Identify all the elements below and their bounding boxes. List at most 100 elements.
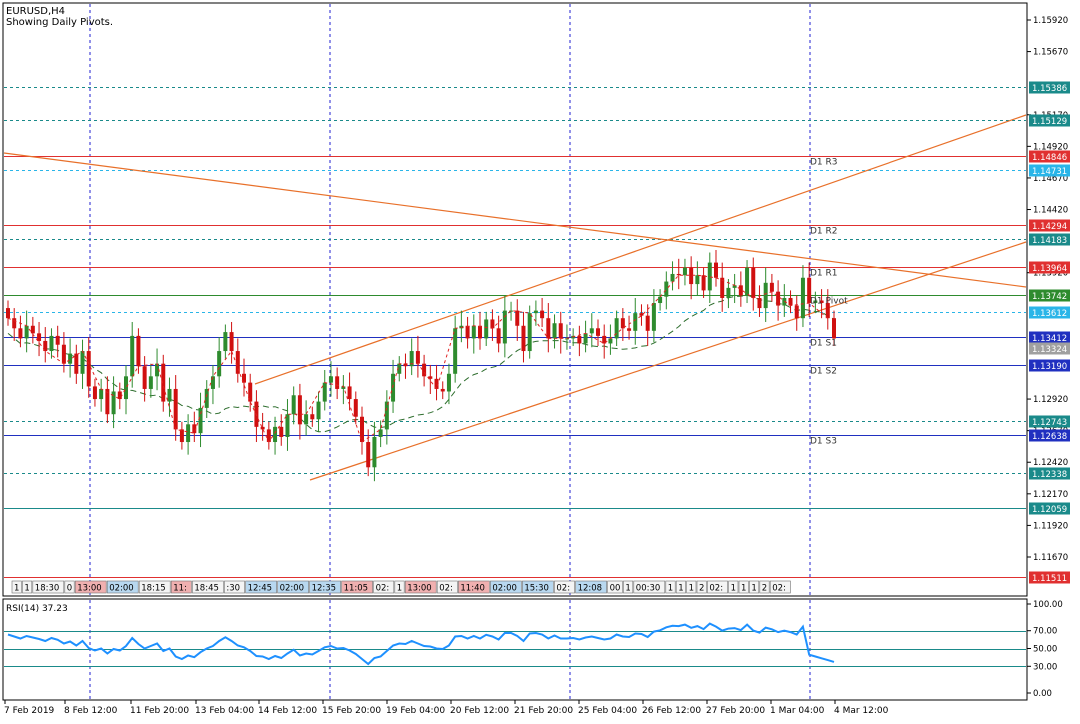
candle-body xyxy=(726,287,731,298)
price-tag-bg xyxy=(1029,289,1070,302)
candle-body xyxy=(6,308,10,319)
time-strip-cell xyxy=(309,580,341,594)
candle-body xyxy=(807,277,812,304)
time-tick-label: 14 Feb 12:00 xyxy=(258,706,317,716)
price-tag-bg xyxy=(1029,261,1070,274)
candle-body xyxy=(589,328,594,334)
rsi-tick-label: 100.00 xyxy=(1033,600,1063,610)
candle-body xyxy=(173,388,178,430)
candle-body xyxy=(832,318,836,339)
candle-body xyxy=(446,373,451,392)
candle-body xyxy=(142,366,147,389)
candle-body xyxy=(658,296,663,304)
candle-body xyxy=(720,277,725,298)
candle-body xyxy=(49,335,54,352)
candle-body xyxy=(403,363,408,367)
candle-body xyxy=(776,291,781,306)
candle-body xyxy=(602,335,607,344)
time-strip-label: 1 xyxy=(668,584,673,594)
candle-body xyxy=(111,391,116,415)
price-tag-bg xyxy=(1029,331,1070,344)
price-tag-bg xyxy=(1029,502,1070,515)
candle-body xyxy=(639,313,644,316)
level-label: D1 S1 xyxy=(810,339,837,349)
candle-body xyxy=(515,310,520,326)
candle-body xyxy=(372,436,377,468)
price-tag-label: 1.15129 xyxy=(1032,117,1067,127)
chart-header: EURUSD,H4 Showing Daily Pivots. xyxy=(6,6,113,28)
candle-body xyxy=(546,318,551,339)
level-label: D1 R3 xyxy=(810,158,838,168)
candle-body xyxy=(86,351,91,387)
time-strip-cell xyxy=(64,580,75,594)
chart-symbol: EURUSD,H4 xyxy=(6,6,65,17)
time-strip-cell xyxy=(769,580,791,594)
candle-body xyxy=(434,378,439,389)
candle-body xyxy=(620,318,625,329)
time-strip-cell xyxy=(436,580,458,594)
ma-layer xyxy=(7,294,835,433)
rsi-tick-label: 30.00 xyxy=(1033,662,1057,672)
candle-body xyxy=(198,407,203,434)
candle-body xyxy=(360,416,364,443)
time-tick-label: 11 Feb 20:00 xyxy=(130,706,189,716)
time-tick-label: 20 Feb 12:00 xyxy=(450,706,509,716)
candle-body xyxy=(92,386,97,400)
candle-body xyxy=(676,273,681,276)
price-tick-label: 1.15920 xyxy=(1033,16,1068,26)
time-strip-cell xyxy=(138,580,171,594)
time-strip-label: 11:05 xyxy=(344,584,369,594)
time-strip-label: 02:00 xyxy=(109,584,134,594)
candle-body xyxy=(577,335,582,344)
candle-body xyxy=(279,426,284,437)
rsi-tick-label: 0.00 xyxy=(1033,689,1052,699)
time-strip-label: 02: xyxy=(439,584,453,594)
candle-body xyxy=(186,424,191,443)
candle-body xyxy=(540,310,545,319)
time-strip-cell xyxy=(32,580,65,594)
candle-body xyxy=(682,267,687,276)
candle-body xyxy=(738,285,743,296)
price-tag-bg xyxy=(1029,415,1070,428)
candle-body xyxy=(192,424,197,434)
trendline-descending xyxy=(3,152,1027,288)
candle-body xyxy=(825,303,830,319)
time-tick-label: 25 Feb 04:00 xyxy=(578,706,637,716)
time-strip-cell xyxy=(633,580,666,594)
time-strip-cell xyxy=(738,580,749,594)
candle-body xyxy=(453,328,458,374)
price-tick-label: 1.13920 xyxy=(1033,269,1068,279)
price-tag-label: 1.13612 xyxy=(1032,309,1067,319)
candle-body xyxy=(266,429,271,443)
time-strip-cell xyxy=(224,580,245,594)
candle-body xyxy=(751,267,756,298)
axis-layer: 1.159201.156701.151701.149201.146701.144… xyxy=(4,16,1068,716)
candle-body xyxy=(484,319,489,339)
time-strip-label: 1 xyxy=(397,584,402,594)
time-strip-label: 15:30 xyxy=(524,584,549,594)
time-strip-cell xyxy=(607,580,623,594)
candle-body xyxy=(509,310,514,312)
time-strip-label: 2 xyxy=(699,584,704,594)
candle-body xyxy=(384,401,389,430)
price-tag-label: 1.12059 xyxy=(1032,505,1067,515)
time-strip-label: 02: xyxy=(556,584,570,594)
time-strip-label: 18:15 xyxy=(141,584,166,594)
time-strip-label: 13:00 xyxy=(77,584,102,594)
time-strip-cell xyxy=(575,580,607,594)
candle-body xyxy=(564,338,569,340)
candle-body xyxy=(310,414,315,420)
candle-body xyxy=(217,351,222,377)
candle-body xyxy=(490,319,495,329)
candle-body xyxy=(304,414,309,425)
chart-subtitle: Showing Daily Pivots. xyxy=(6,17,113,28)
time-strip-label: 02:00 xyxy=(280,584,305,594)
candle-body xyxy=(714,262,718,278)
time-strip-cell xyxy=(170,580,192,594)
time-tick-label: 27 Feb 20:00 xyxy=(706,706,765,716)
time-strip-cell xyxy=(749,580,760,594)
candle-body xyxy=(61,344,66,364)
time-strip: 1 1 18:30 0 13:00 02:00 18:15 11: 18:45:30 12:45 0… xyxy=(11,580,791,594)
price-tag-bg xyxy=(1029,164,1070,177)
